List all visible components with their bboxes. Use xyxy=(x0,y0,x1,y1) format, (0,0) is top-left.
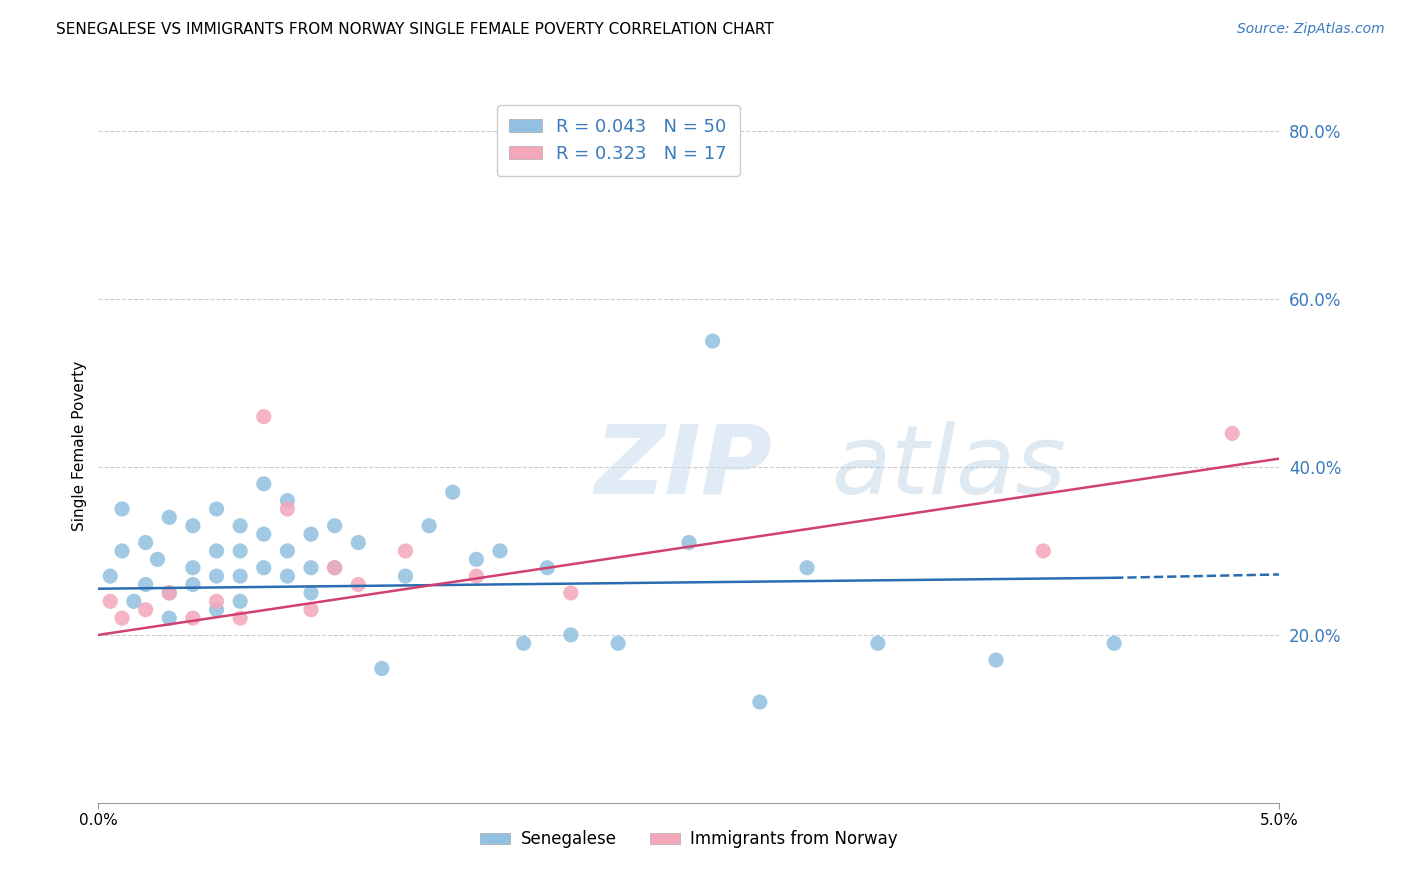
Point xyxy=(371,661,394,675)
Point xyxy=(229,594,252,608)
Point xyxy=(111,611,134,625)
Point xyxy=(122,594,145,608)
Point xyxy=(205,502,228,516)
Point xyxy=(276,569,298,583)
Point xyxy=(607,636,630,650)
Point xyxy=(702,334,724,348)
Text: atlas: atlas xyxy=(831,421,1066,514)
Point xyxy=(536,560,558,574)
Point xyxy=(299,560,322,574)
Point xyxy=(276,502,298,516)
Point xyxy=(253,560,276,574)
Point xyxy=(146,552,169,566)
Point xyxy=(98,594,121,608)
Point xyxy=(253,527,276,541)
Point xyxy=(796,560,818,574)
Point xyxy=(111,544,134,558)
Point xyxy=(323,560,346,574)
Point xyxy=(394,569,416,583)
Point xyxy=(229,611,252,625)
Point xyxy=(276,493,298,508)
Point xyxy=(157,510,180,524)
Point xyxy=(1220,426,1243,441)
Point xyxy=(253,409,276,424)
Point xyxy=(347,535,370,549)
Point xyxy=(157,611,180,625)
Text: SENEGALESE VS IMMIGRANTS FROM NORWAY SINGLE FEMALE POVERTY CORRELATION CHART: SENEGALESE VS IMMIGRANTS FROM NORWAY SIN… xyxy=(56,22,773,37)
Point xyxy=(181,577,204,591)
Point xyxy=(111,502,134,516)
Point xyxy=(1102,636,1125,650)
Point xyxy=(465,552,488,566)
Point xyxy=(748,695,770,709)
Point xyxy=(418,518,440,533)
Point xyxy=(560,628,582,642)
Point xyxy=(205,544,228,558)
Point xyxy=(299,586,322,600)
Text: Source: ZipAtlas.com: Source: ZipAtlas.com xyxy=(1237,22,1385,37)
Point xyxy=(347,577,370,591)
Point xyxy=(394,544,416,558)
Point xyxy=(984,653,1007,667)
Point xyxy=(229,544,252,558)
Point xyxy=(135,577,157,591)
Point xyxy=(135,603,157,617)
Point xyxy=(205,569,228,583)
Point xyxy=(135,535,157,549)
Point xyxy=(229,569,252,583)
Point xyxy=(489,544,512,558)
Point xyxy=(441,485,464,500)
Point xyxy=(229,518,252,533)
Point xyxy=(299,603,322,617)
Point xyxy=(276,544,298,558)
Point xyxy=(181,611,204,625)
Point xyxy=(205,594,228,608)
Point xyxy=(181,518,204,533)
Text: ZIP: ZIP xyxy=(595,421,772,514)
Point xyxy=(323,560,346,574)
Point xyxy=(465,569,488,583)
Point xyxy=(512,636,534,650)
Point xyxy=(98,569,121,583)
Y-axis label: Single Female Poverty: Single Female Poverty xyxy=(72,361,87,531)
Point xyxy=(1032,544,1054,558)
Point xyxy=(299,527,322,541)
Point xyxy=(323,518,346,533)
Point xyxy=(678,535,700,549)
Point xyxy=(181,560,204,574)
Legend: Senegalese, Immigrants from Norway: Senegalese, Immigrants from Norway xyxy=(474,824,904,855)
Point xyxy=(560,586,582,600)
Point xyxy=(866,636,889,650)
Point xyxy=(157,586,180,600)
Point xyxy=(157,586,180,600)
Point xyxy=(205,603,228,617)
Point xyxy=(253,476,276,491)
